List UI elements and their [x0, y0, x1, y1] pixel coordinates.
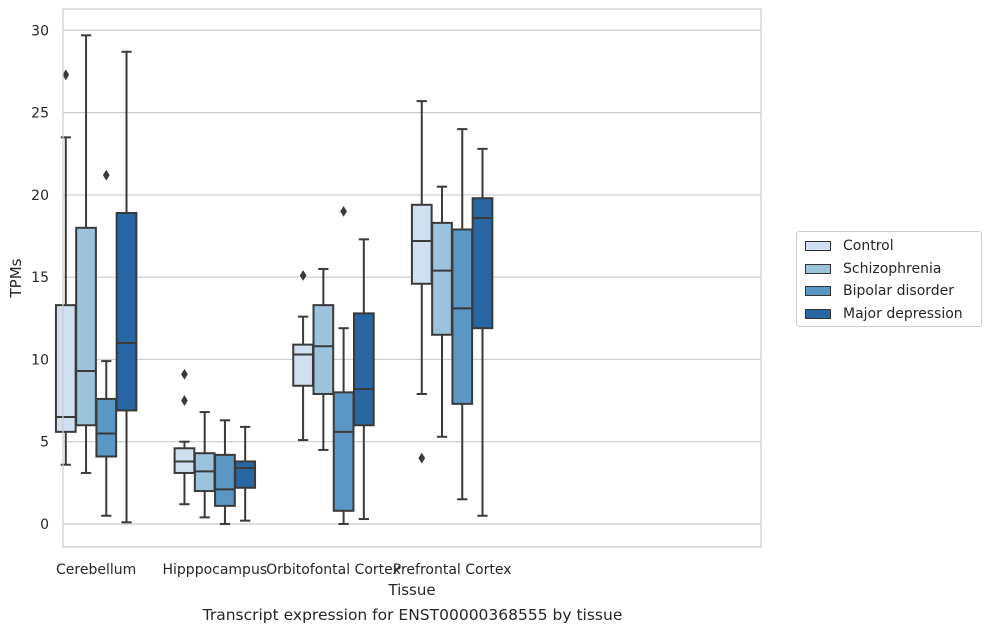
y-axis-ticks: 0 5 10 15 20 25 30 [31, 23, 49, 533]
box-group [95, 169, 118, 517]
box-iqr [95, 397, 118, 458]
box-group [292, 270, 314, 442]
x-axis-label: Tissue [387, 581, 435, 599]
legend-label-control: Control [843, 238, 894, 255]
box-iqr [332, 391, 355, 512]
legend-item-schizophrenia: Schizophrenia [805, 258, 981, 281]
y-tick-label: 10 [31, 352, 49, 368]
box-iqr [410, 203, 433, 285]
box-iqr [234, 460, 257, 489]
box-group [193, 411, 216, 519]
legend-label-major-depression: Major depression [843, 305, 963, 322]
legend-swatch-bipolar-disorder [805, 286, 831, 297]
box-group [471, 147, 494, 517]
x-axis-ticks: Cerebellum Hipppocampus Orbitofontal Corte… [56, 562, 511, 578]
y-tick-label: 20 [31, 188, 49, 204]
box-group [332, 205, 355, 525]
y-tick-label: 15 [31, 270, 49, 286]
box-iqr [292, 343, 314, 387]
box-iqr [115, 212, 138, 412]
y-tick-label: 30 [31, 23, 49, 39]
box-group [451, 128, 474, 501]
outlier-point [102, 169, 110, 181]
y-tick-label: 5 [40, 435, 49, 451]
y-axis-label: TPMs [7, 258, 25, 298]
outlier-point [299, 270, 307, 281]
box-group [54, 69, 77, 466]
box-iqr [352, 312, 375, 427]
legend-item-bipolar-disorder: Bipolar disorder [805, 280, 981, 303]
box-group [173, 368, 196, 506]
legend-item-control: Control [805, 235, 981, 258]
box-iqr [471, 197, 494, 330]
x-tick-label: Hipppocampus [163, 562, 268, 578]
x-tick-label: Orbitofontal Cortex [266, 562, 401, 578]
box-plot-area [54, 34, 494, 525]
legend-swatch-schizophrenia [805, 263, 831, 274]
legend-swatch-control [805, 241, 831, 252]
figure-caption: Transcript expression for ENST0000036855… [202, 606, 623, 624]
x-tick-label: Cerebellum [56, 562, 136, 578]
box-iqr [451, 228, 474, 405]
box-group [431, 185, 453, 438]
plot-frame [62, 8, 762, 548]
box-group [234, 425, 257, 522]
box-iqr [54, 304, 77, 433]
legend: Control Schizophrenia Bipolar disorder M… [796, 231, 982, 327]
box-group [352, 238, 375, 521]
y-tick-label: 25 [31, 106, 49, 122]
legend-label-schizophrenia: Schizophrenia [843, 260, 942, 277]
outlier-point [340, 205, 347, 217]
outlier-point [62, 69, 70, 81]
box-group [312, 267, 335, 451]
outlier-point [181, 395, 188, 406]
box-group [75, 34, 97, 474]
legend-item-major-depression: Major depression [805, 303, 981, 326]
box-iqr [431, 221, 453, 336]
box-iqr [214, 453, 236, 507]
box-group [214, 419, 236, 525]
box-group [410, 100, 433, 464]
box-group [115, 50, 138, 524]
outlier-point [418, 452, 426, 464]
legend-swatch-major-depression [805, 308, 831, 319]
box-iqr [75, 226, 97, 427]
outlier-point [181, 368, 188, 380]
x-tick-label: Prefrontal Cortex [393, 562, 512, 578]
box-iqr [312, 304, 335, 395]
y-tick-label: 0 [40, 517, 49, 533]
legend-label-bipolar-disorder: Bipolar disorder [843, 283, 955, 300]
